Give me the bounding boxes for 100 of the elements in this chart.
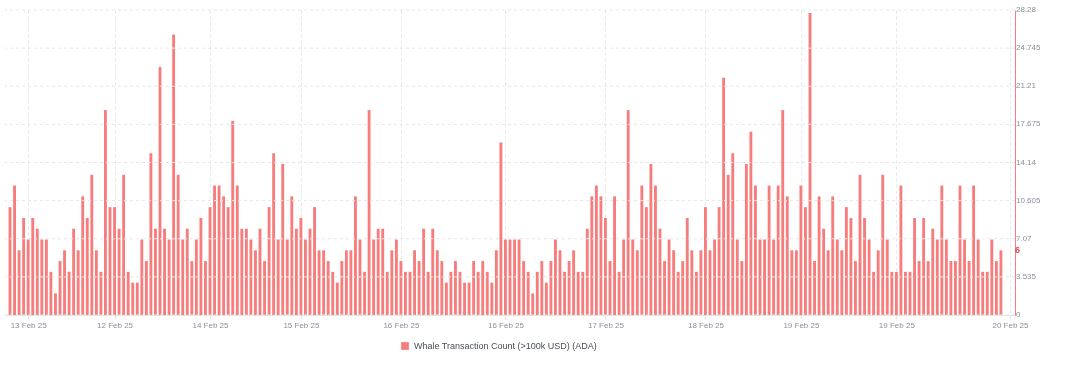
bar [163,228,166,315]
bar [999,250,1003,315]
bar [922,217,926,315]
bar [640,185,644,315]
bar [604,217,607,315]
bar [126,271,130,315]
bar [517,239,521,315]
bar [704,207,707,315]
bar [13,185,16,315]
bar [831,196,835,315]
bar [176,174,180,315]
y-tick-label: 28.28 [1016,5,1037,14]
bar [594,185,598,315]
bar [235,185,239,315]
bar [731,153,735,315]
bar [940,185,944,315]
bar [304,239,307,315]
bar [326,261,330,315]
bar [317,250,321,315]
x-tick-label: 17 Feb 25 [587,320,625,330]
x-tick-label: 18 Feb 25 [687,320,725,330]
bar [263,261,266,315]
bar [504,239,507,315]
bar [931,228,935,315]
bar [576,271,580,315]
bar [72,228,76,315]
bar [140,239,144,315]
bar [813,261,816,315]
x-tick-label: 12 Feb 25 [97,320,134,330]
y-tick-label: 24.745 [1016,43,1042,53]
bar [854,261,857,315]
bar [449,271,453,315]
bar [613,196,616,315]
bar [954,261,957,315]
bar [844,207,848,315]
bar [404,271,407,315]
bar [804,207,807,315]
bar [381,228,385,315]
bar [81,196,85,315]
bar [972,185,976,315]
bar [472,261,476,315]
bar [172,34,176,315]
x-tick-label: 13 Feb 25 [10,320,48,330]
bar [976,239,980,315]
bar [376,228,380,315]
bar [435,250,439,315]
bar [185,228,189,315]
bar [349,250,353,315]
bar [763,239,766,315]
bar [654,185,657,315]
bar [767,185,771,315]
bar [254,250,257,315]
bar [204,261,207,315]
bar [590,196,594,315]
bar [881,174,885,315]
bar [481,261,485,315]
bar [626,110,630,315]
x-tick-label: 20 Feb 25 [992,320,1030,330]
bar [963,239,966,315]
bar [817,196,821,315]
bar [22,217,26,315]
bar [785,196,789,315]
x-tick-label: 16 Feb 25 [383,320,420,330]
bar [299,217,303,315]
bar [31,217,35,315]
bar [363,271,366,315]
bar [904,271,907,315]
bar [735,239,739,315]
bar [685,217,689,315]
bar [863,217,866,315]
y-tick-label: 0 [1016,310,1021,319]
bar [149,153,153,315]
bar [681,261,685,315]
bar [422,228,426,315]
bar [463,282,466,315]
bar [272,153,276,315]
bar [722,77,726,315]
bar [104,110,107,315]
x-tick-label: 19 Feb 25 [783,320,820,330]
bar [413,250,416,315]
bar [944,239,948,315]
bar [394,239,398,315]
bar [113,207,116,315]
bar [454,261,457,315]
bar [754,185,757,315]
annotation: 6 [1014,245,1020,256]
bar [781,110,785,315]
bar [667,239,671,315]
y-tick-label: 7.07 [1016,233,1033,243]
bar [835,239,839,315]
bar [90,174,94,315]
bar [713,239,716,315]
bar [290,196,294,315]
bar [340,261,344,315]
bar [354,196,357,315]
bar [513,239,516,315]
bar [213,185,216,315]
y-tick-label: 14.14 [1016,157,1037,167]
bar [322,250,326,315]
bar [154,228,157,315]
